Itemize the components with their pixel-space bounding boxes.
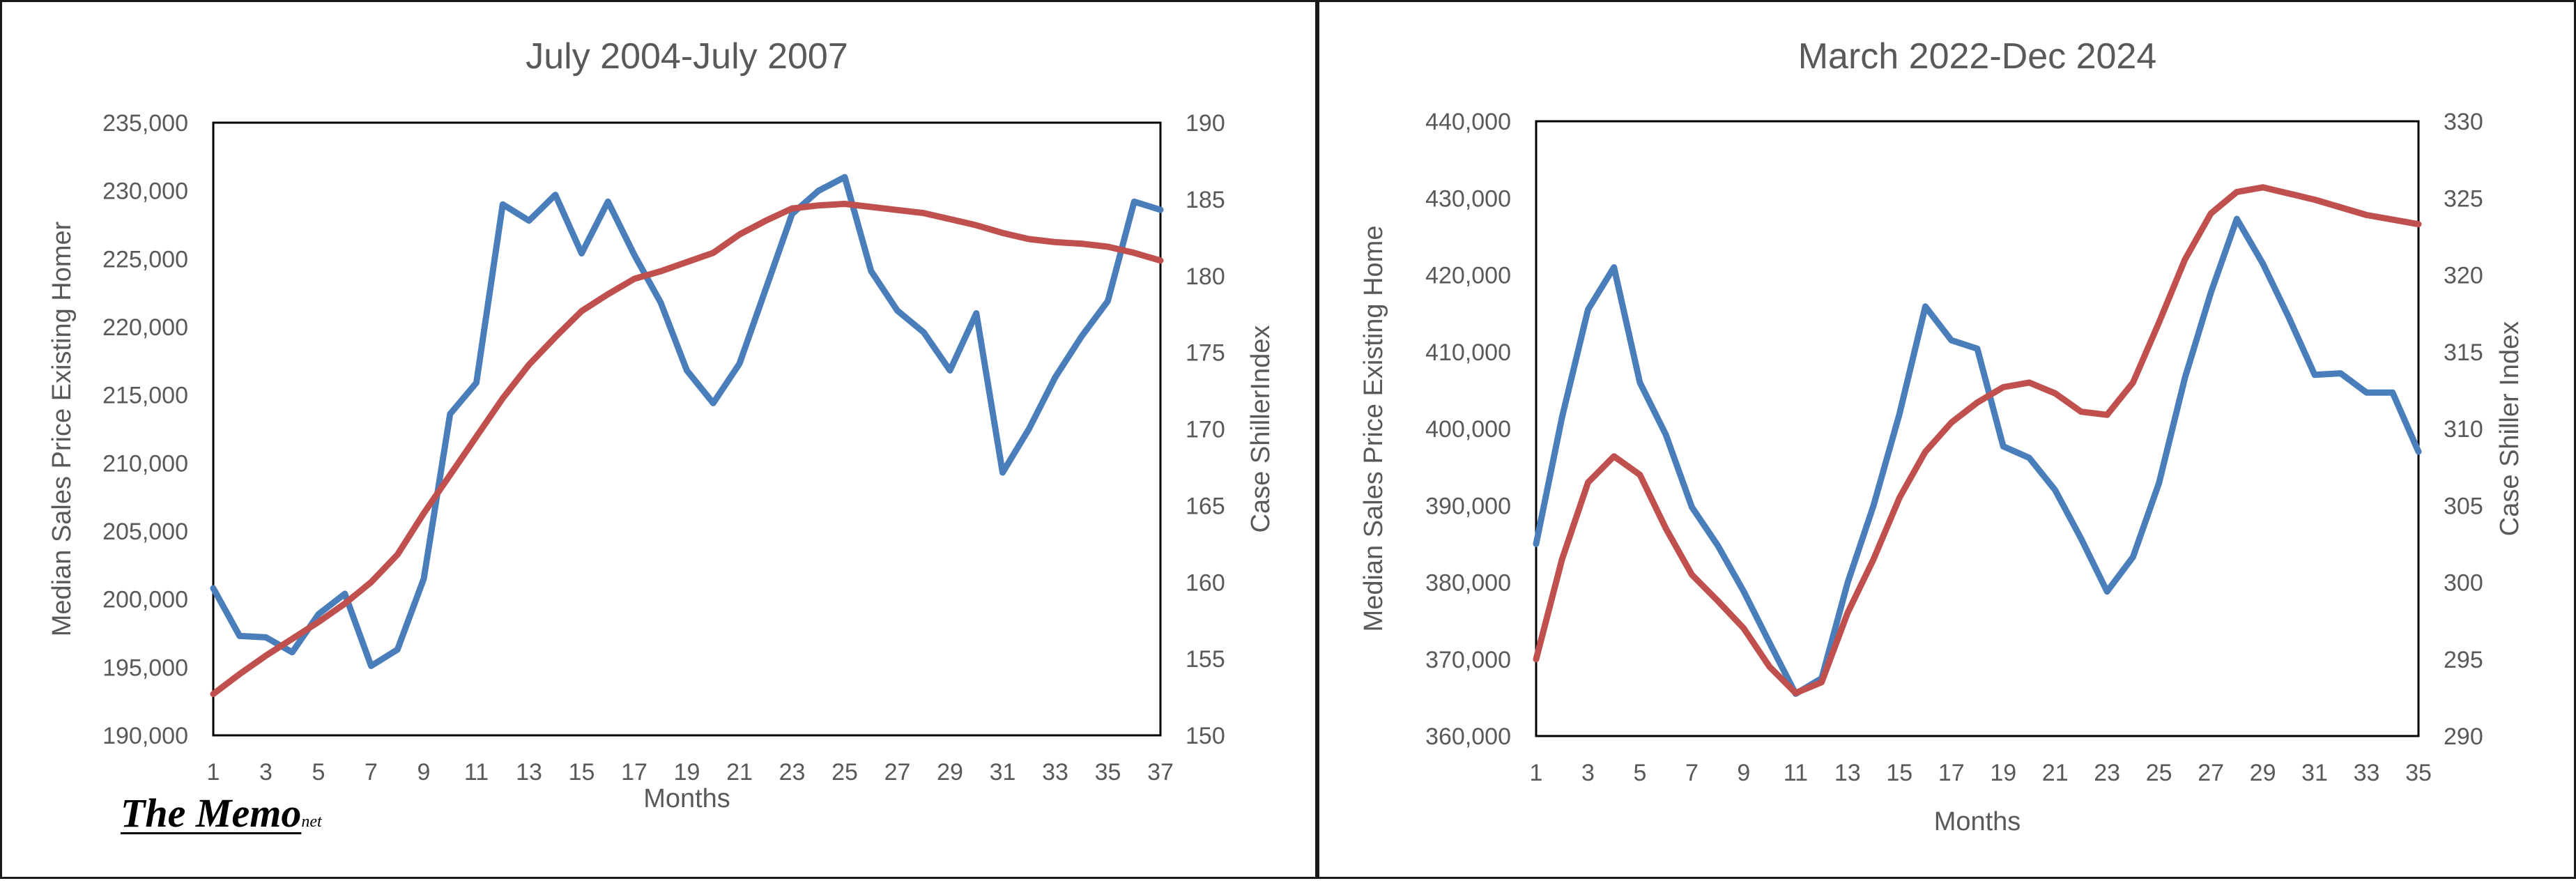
- x-tick-label: 33: [2354, 760, 2380, 786]
- y-tick-label-right: 160: [1186, 569, 1225, 596]
- y-tick-label-right: 325: [2444, 185, 2483, 212]
- chart-panel-right: March 2022-Dec 2024 360,000 370,000 380,000…: [1317, 0, 2576, 879]
- chart-left-svg: July 2004-July 2007 190,000 195,000 200,000…: [47, 36, 1275, 813]
- x-tick-label: 11: [1784, 760, 1808, 786]
- x-tick-label: 3: [1581, 760, 1595, 786]
- y-tick-label-right: 180: [1186, 263, 1225, 290]
- logo-sub-text: net: [301, 813, 322, 831]
- y-tick-label-left: 380,000: [1425, 570, 1511, 597]
- x-tick-label: 21: [2042, 760, 2069, 786]
- series-line-median-price: [1533, 215, 2422, 697]
- x-axis-label: Months: [643, 784, 730, 813]
- y-tick-label-right: 305: [2444, 493, 2483, 519]
- x-tick-label: 15: [1886, 760, 1912, 786]
- y-tick-label-left: 215,000: [102, 383, 188, 409]
- y-tick-label-left: 195,000: [102, 654, 188, 681]
- series-line-median-price: [210, 174, 1164, 669]
- y-tick-label-left: 430,000: [1425, 185, 1511, 212]
- x-tick-label: 9: [417, 759, 431, 786]
- y-tick-label-right: 290: [2444, 723, 2483, 750]
- x-tick-label: 13: [1834, 760, 1861, 786]
- y-tick-label-right: 175: [1186, 340, 1225, 367]
- chart-title: July 2004-July 2007: [526, 36, 848, 77]
- y-tick-label-right: 300: [2444, 570, 2483, 597]
- y-tick-label-right: 185: [1186, 187, 1225, 213]
- x-tick-label: 35: [1095, 759, 1121, 786]
- y-tick-label-left: 390,000: [1425, 493, 1511, 519]
- x-tick-label: 27: [2198, 760, 2224, 786]
- series-line-case-shiller: [1533, 184, 2422, 696]
- y-axis-label-left: Median Sales Price Existing Homer: [47, 221, 77, 636]
- x-tick-label: 25: [831, 759, 858, 786]
- y-tick-label-right: 155: [1186, 646, 1225, 673]
- the-memo-logo: The Memonet: [121, 790, 322, 836]
- x-tick-label: 7: [365, 759, 378, 786]
- plot-area-frame: [1535, 120, 2420, 737]
- x-tick-label: 37: [1147, 759, 1174, 786]
- x-tick-label: 31: [2301, 760, 2328, 786]
- y-tick-label-left: 230,000: [102, 178, 188, 205]
- x-tick-label: 13: [516, 759, 542, 786]
- x-tick-label: 29: [2250, 760, 2276, 786]
- plot-area-frame: [212, 121, 1162, 737]
- y-tick-label-left: 235,000: [102, 110, 188, 137]
- x-tick-label: 3: [259, 759, 273, 786]
- x-tick-label: 31: [990, 759, 1016, 786]
- y-tick-label-right: 315: [2444, 339, 2483, 366]
- x-tick-label: 7: [1685, 760, 1699, 786]
- x-tick-label: 5: [1633, 760, 1646, 786]
- y-tick-label-left: 420,000: [1425, 263, 1511, 289]
- y-tick-label-left: 410,000: [1425, 339, 1511, 366]
- x-tick-label: 19: [1990, 760, 2016, 786]
- x-tick-label: 27: [884, 759, 911, 786]
- series-line-case-shiller: [210, 201, 1164, 698]
- y-tick-label-right: 330: [2444, 109, 2483, 135]
- y-tick-label-left: 205,000: [102, 519, 188, 545]
- x-tick-label: 1: [1530, 760, 1543, 786]
- x-axis-label: Months: [1934, 807, 2021, 836]
- x-tick-label: 11: [464, 759, 489, 786]
- y-tick-label-left: 360,000: [1425, 723, 1511, 750]
- y-tick-label-left: 370,000: [1425, 647, 1511, 673]
- y-tick-label-left: 440,000: [1425, 109, 1511, 135]
- x-tick-label: 23: [2094, 760, 2120, 786]
- y-tick-label-right: 310: [2444, 416, 2483, 443]
- x-tick-label: 19: [674, 759, 700, 786]
- chart-right-svg: March 2022-Dec 2024 360,000 370,000 380,000…: [1359, 36, 2524, 836]
- y-tick-label-left: 400,000: [1425, 416, 1511, 443]
- y-tick-label-left: 220,000: [102, 314, 188, 341]
- x-tick-label: 35: [2405, 760, 2432, 786]
- y-tick-label-left: 210,000: [102, 450, 188, 477]
- y-tick-label-right: 165: [1186, 493, 1225, 519]
- x-tick-label: 25: [2146, 760, 2172, 786]
- x-tick-label: 15: [569, 759, 595, 786]
- x-tick-label: 9: [1737, 760, 1750, 786]
- y-tick-label-left: 200,000: [102, 587, 188, 613]
- y-tick-label-right: 295: [2444, 647, 2483, 673]
- chart-title: March 2022-Dec 2024: [1798, 36, 2157, 77]
- y-tick-label-left: 190,000: [102, 723, 188, 749]
- x-tick-label: 17: [621, 759, 647, 786]
- x-tick-label: 1: [207, 759, 220, 786]
- y-axis-label-right: Case Shiller Index: [2495, 321, 2524, 536]
- y-tick-label-right: 150: [1186, 723, 1225, 749]
- x-tick-label: 21: [726, 759, 753, 786]
- y-tick-label-left: 225,000: [102, 246, 188, 273]
- y-tick-label-right: 320: [2444, 263, 2483, 289]
- x-tick-label: 23: [779, 759, 806, 786]
- logo-main-text: The Memo: [121, 790, 302, 836]
- y-tick-label-right: 190: [1186, 110, 1225, 137]
- x-tick-label: 29: [937, 759, 963, 786]
- x-tick-label: 17: [1938, 760, 1965, 786]
- chart-panel-left: July 2004-July 2007 190,000 195,000 200,000…: [0, 0, 1317, 879]
- y-tick-label-right: 170: [1186, 417, 1225, 443]
- x-tick-label: 33: [1042, 759, 1068, 786]
- x-tick-label: 5: [312, 759, 325, 786]
- y-axis-label-left: Median Sales Price Existing Home: [1359, 226, 1388, 632]
- y-axis-label-right: Case ShillerIndex: [1246, 325, 1275, 533]
